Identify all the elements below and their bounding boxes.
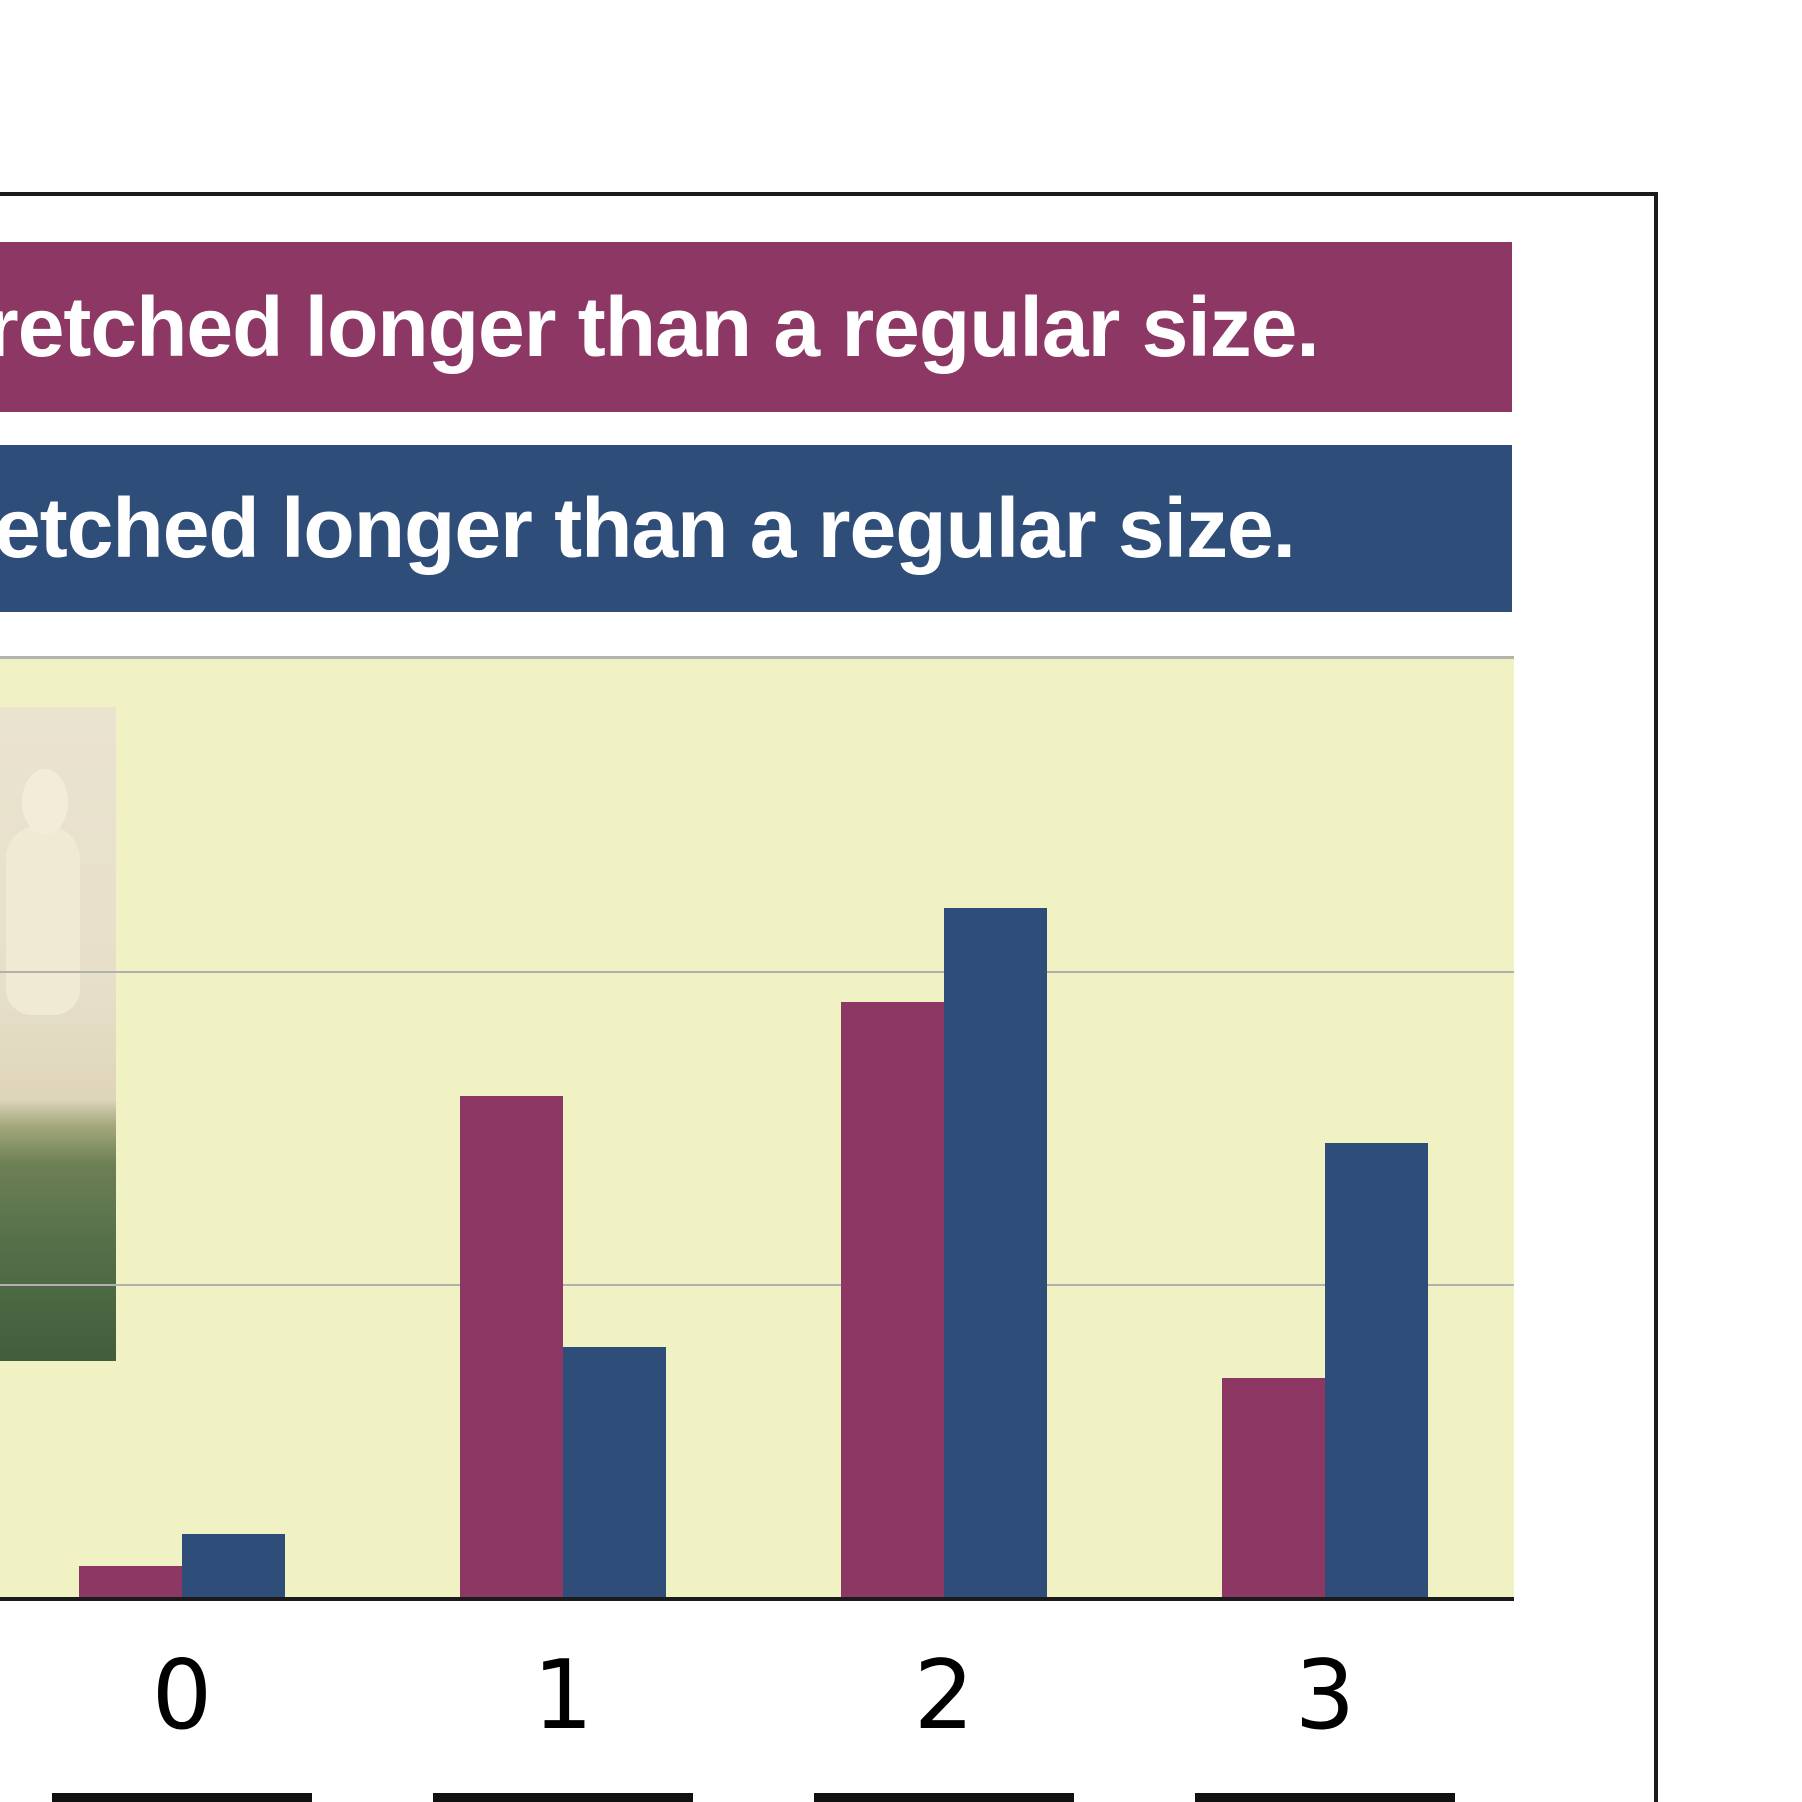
bar-maroon-series-x2 bbox=[841, 1002, 944, 1597]
bar-maroon-series-x0 bbox=[79, 1566, 182, 1597]
legend-banner-series1-label: retched longer than a regular size. bbox=[0, 280, 1320, 374]
figurine-head-shape bbox=[22, 769, 68, 835]
bar-maroon-series-x3 bbox=[1222, 1378, 1325, 1597]
x-tick-label-2: 2 bbox=[913, 1641, 975, 1751]
cropped-bottom-element bbox=[1195, 1793, 1455, 1802]
gridline bbox=[0, 971, 1514, 973]
bar-blue-series-x1 bbox=[563, 1347, 666, 1597]
cropped-bottom-element bbox=[433, 1793, 693, 1802]
legend-banner-series1: retched longer than a regular size. bbox=[0, 242, 1512, 412]
cropped-bottom-element bbox=[52, 1793, 312, 1802]
slide-border-frame bbox=[0, 192, 1658, 1802]
figurine-shape bbox=[6, 825, 80, 1015]
x-tick-label-1: 1 bbox=[532, 1641, 594, 1751]
legend-banner-series2: etched longer than a regular size. bbox=[0, 445, 1512, 612]
bar-maroon-series-x1 bbox=[460, 1096, 563, 1597]
embedded-photo bbox=[0, 707, 116, 1361]
legend-banner-series2-label: etched longer than a regular size. bbox=[0, 481, 1296, 575]
gridline bbox=[0, 1284, 1514, 1286]
bar-blue-series-x0 bbox=[182, 1534, 285, 1597]
chart-plot-area bbox=[0, 656, 1514, 1601]
bar-blue-series-x3 bbox=[1325, 1143, 1428, 1597]
x-tick-label-0: 0 bbox=[151, 1641, 213, 1751]
cropped-bottom-element bbox=[814, 1793, 1074, 1802]
x-tick-label-3: 3 bbox=[1294, 1641, 1356, 1751]
bar-blue-series-x2 bbox=[944, 908, 1047, 1597]
